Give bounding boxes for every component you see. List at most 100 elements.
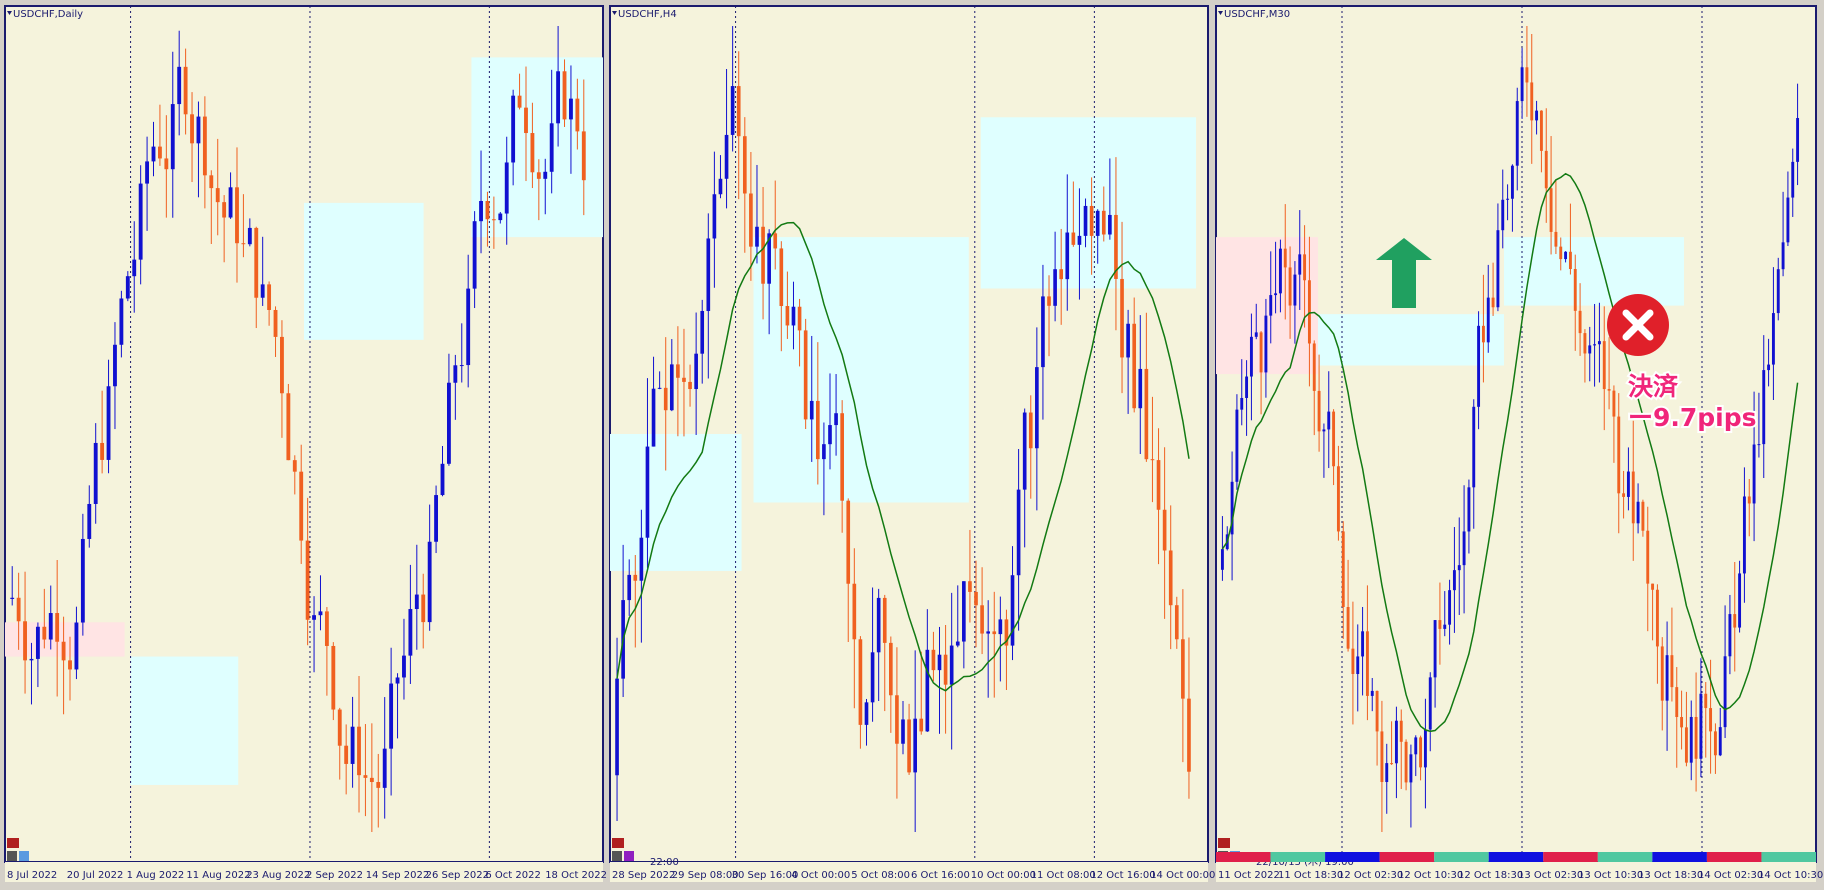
candle-body: [615, 678, 619, 776]
candle-body: [1796, 118, 1800, 162]
candle-body: [292, 460, 297, 472]
candle-body: [913, 718, 917, 773]
candle-body: [1174, 605, 1179, 640]
tool-icon: [7, 851, 17, 861]
candle-body: [1559, 246, 1563, 260]
candle-body: [479, 201, 483, 222]
candle-body: [466, 288, 471, 366]
candle-body: [633, 574, 638, 581]
candle-body: [1089, 205, 1094, 236]
candle-body: [164, 158, 169, 170]
candle-body: [93, 442, 98, 504]
x-axis-label: 23 Aug 2022: [246, 870, 310, 881]
candle-body: [504, 162, 509, 214]
candle-body: [779, 248, 784, 307]
candle-body: [1699, 693, 1703, 759]
candle-body: [408, 609, 413, 656]
candle-body: [402, 655, 406, 678]
candle-body: [1298, 254, 1302, 275]
candle-body: [907, 719, 911, 773]
candle-body: [16, 597, 21, 622]
candle-body: [1144, 368, 1149, 460]
candle-body: [1332, 411, 1336, 467]
candle-body: [1114, 214, 1118, 279]
candle-body: [700, 310, 705, 354]
candle-body: [517, 95, 522, 108]
candle-body: [1786, 197, 1790, 243]
candle-body: [1341, 531, 1345, 608]
x-axis-label: 12 Oct 16:00: [1090, 870, 1155, 881]
candle-body: [1035, 367, 1039, 449]
candle-body: [1269, 295, 1273, 316]
candle-body: [222, 202, 227, 218]
candle-body: [74, 622, 79, 670]
axis-strip: [1216, 862, 1816, 882]
candle-body: [1462, 531, 1466, 566]
candle-body: [190, 114, 194, 144]
zone: [753, 237, 969, 503]
axis-strip: [610, 862, 1208, 882]
candle-body: [446, 382, 451, 464]
candle-body: [755, 226, 759, 247]
candle-body: [1626, 471, 1630, 497]
candle-body: [1409, 754, 1413, 783]
candle-body: [1680, 717, 1684, 728]
window-title: USDCHF,M30: [1224, 9, 1290, 20]
candle-body: [1578, 310, 1582, 334]
candle-body: [706, 238, 711, 311]
zone: [1318, 314, 1504, 366]
candle-body: [48, 613, 53, 640]
candle-body: [1095, 210, 1100, 236]
candle-body: [1220, 549, 1224, 570]
candle-body: [949, 645, 954, 685]
candle-body: [1375, 690, 1379, 732]
candle-body: [1477, 325, 1481, 407]
candle-body: [324, 611, 329, 646]
candle-body: [1022, 412, 1027, 490]
candle-body: [1631, 471, 1635, 524]
candle-body: [581, 131, 586, 181]
candle-body: [749, 193, 753, 247]
x-axis-label: 8 Jul 2022: [7, 870, 57, 881]
candle-body: [998, 619, 1003, 635]
x-axis-label: 26 Sep 2022: [426, 870, 489, 881]
candle-body: [882, 597, 887, 643]
candle-body: [337, 709, 342, 746]
moving-average: [1221, 172, 1799, 733]
candle-body: [639, 537, 644, 581]
candle-body: [1718, 727, 1722, 756]
candle-body: [427, 541, 432, 623]
x-axis-label: 12 Oct 18:30: [1458, 870, 1523, 881]
candle-body: [822, 444, 826, 460]
candle-body: [1564, 251, 1568, 260]
candle-body: [138, 183, 143, 260]
candle-body: [1150, 459, 1155, 461]
candle-body: [1776, 269, 1780, 314]
candle-body: [61, 641, 66, 661]
candle-body: [840, 413, 844, 501]
candle-body: [55, 613, 60, 642]
candle-body: [369, 777, 374, 783]
candle-body: [1235, 409, 1239, 482]
candle-body: [992, 631, 997, 635]
candle-body: [1646, 530, 1650, 584]
session-bar: [1325, 852, 1380, 862]
x-axis-label: 1 Aug 2022: [127, 870, 185, 881]
candle-body: [1351, 648, 1355, 675]
candle-body: [1399, 720, 1403, 742]
candle-body: [1016, 489, 1021, 576]
candle-body: [1438, 620, 1442, 629]
candle-body: [543, 171, 548, 179]
candle-body: [852, 583, 857, 640]
x-axis-label: 20 Jul 2022: [67, 870, 124, 881]
candle-body: [834, 413, 838, 426]
candle-body: [1791, 161, 1795, 198]
zone: [610, 434, 742, 571]
candle-body: [1356, 656, 1360, 675]
candle-body: [569, 98, 573, 120]
candle-body: [1156, 460, 1161, 510]
axis-strip: [5, 862, 603, 882]
candle-body: [511, 95, 516, 163]
candle-body: [889, 642, 893, 696]
